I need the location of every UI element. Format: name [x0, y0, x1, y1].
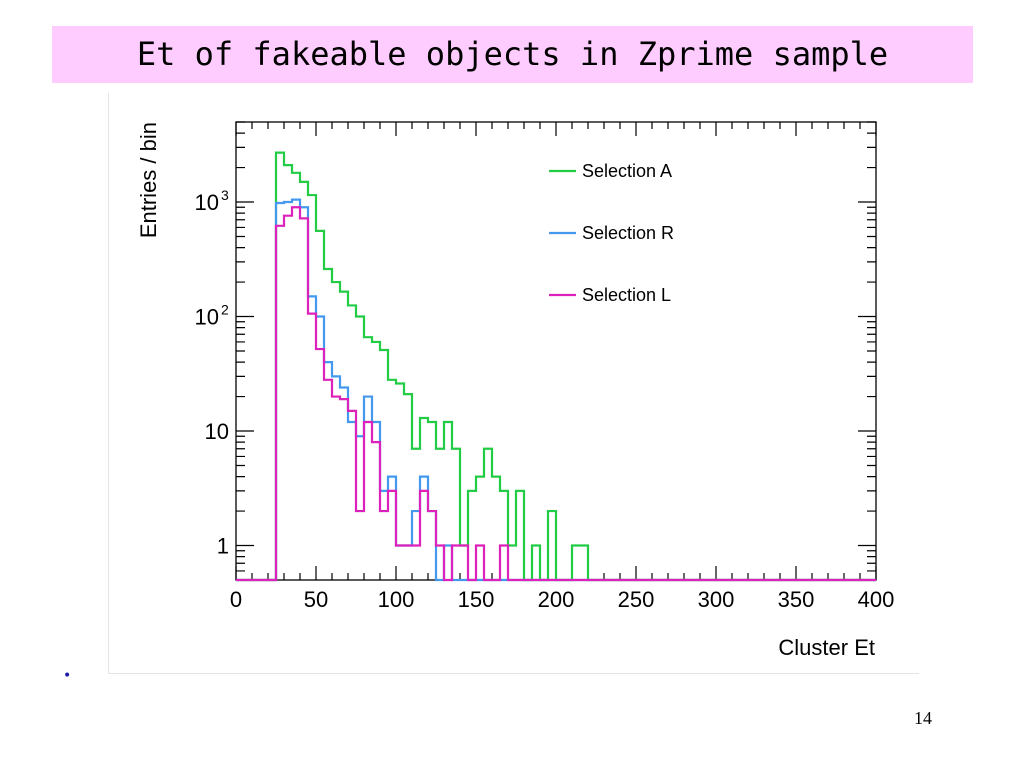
bullet-point: • — [63, 668, 72, 684]
x-tick-label: 200 — [538, 587, 575, 612]
x-tick-label: 150 — [458, 587, 495, 612]
legend: Selection A Selection R Selection L — [549, 161, 674, 305]
y-tick-label: 1 — [217, 534, 229, 559]
histogram-series — [236, 151, 876, 582]
y-tick-exponent: 2 — [221, 302, 229, 318]
x-tick-labels: 0 50 100 150 200 250 300 350 400 — [230, 587, 894, 612]
x-tick-label: 300 — [698, 587, 735, 612]
x-tick-label: 250 — [618, 587, 655, 612]
x-axis-label: Cluster Et — [778, 635, 875, 660]
slide-title: Et of fakeable objects in Zprime sample — [136, 35, 889, 73]
figure-frame — [108, 93, 919, 674]
y-axis-label: Entries / bin — [136, 122, 161, 238]
series-selection-l — [236, 206, 876, 582]
x-tick-label: 400 — [858, 587, 895, 612]
y-tick-exponent: 3 — [221, 187, 229, 203]
y-tick-label: 10 — [195, 190, 219, 215]
y-tick-label: 10 — [195, 305, 219, 330]
x-tick-label: 0 — [230, 587, 242, 612]
page-number: 14 — [914, 708, 932, 728]
x-tick-label: 50 — [304, 587, 328, 612]
x-tick-label: 100 — [378, 587, 415, 612]
x-tick-label: 350 — [778, 587, 815, 612]
legend-label: Selection L — [582, 285, 671, 305]
y-tick-label: 10 — [205, 419, 229, 444]
slide-title-bar: Et of fakeable objects in Zprime sample — [52, 26, 973, 83]
legend-label: Selection R — [582, 223, 674, 243]
legend-label: Selection A — [582, 161, 672, 181]
